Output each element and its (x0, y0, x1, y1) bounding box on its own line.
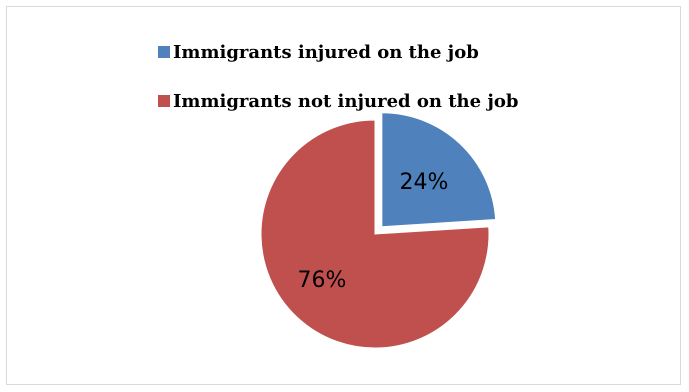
legend-swatch-injured (158, 46, 170, 58)
slice-label-not-injured: 76% (298, 268, 347, 293)
pie-slice-not-injured (260, 119, 490, 349)
legend: Immigrants injured on the job Immigrants… (158, 40, 518, 138)
legend-swatch-not-injured (158, 95, 170, 107)
legend-label-injured: Immigrants injured on the job (173, 41, 479, 63)
pie-slice-injured (381, 112, 497, 228)
legend-label-not-injured: Immigrants not injured on the job (173, 90, 519, 112)
legend-item-injured: Immigrants injured on the job (158, 40, 518, 64)
legend-item-not-injured: Immigrants not injured on the job (158, 89, 518, 113)
slice-label-injured: 24% (400, 170, 449, 195)
